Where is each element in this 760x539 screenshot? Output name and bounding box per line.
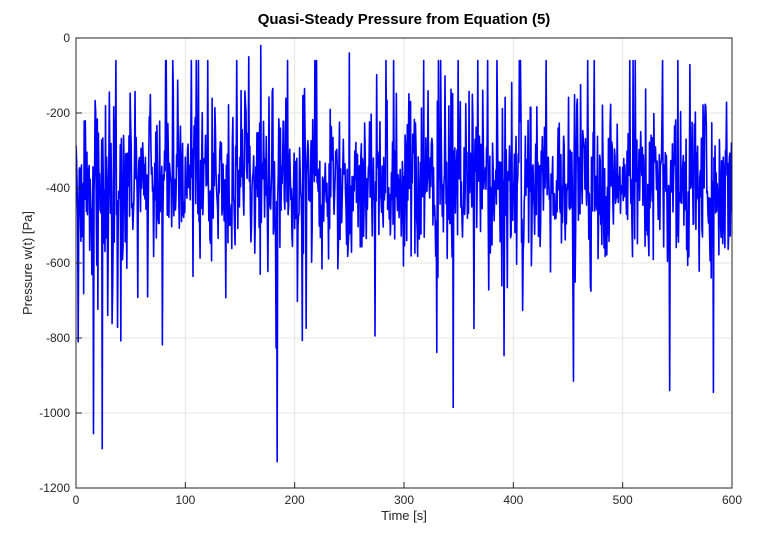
- chart-title: Quasi-Steady Pressure from Equation (5): [258, 11, 551, 28]
- y-tick-label: -200: [46, 106, 70, 120]
- x-tick-label: 100: [175, 493, 195, 507]
- y-tick-label: -600: [46, 256, 70, 270]
- y-tick-label: -1200: [39, 481, 70, 495]
- x-tick-label: 500: [613, 493, 633, 507]
- x-tick-label: 0: [73, 493, 80, 507]
- y-tick-label: -1000: [39, 406, 70, 420]
- x-axis: 0 100 200 300 400 500 600: [73, 482, 742, 507]
- x-tick-label: 300: [394, 493, 414, 507]
- y-tick-label: -400: [46, 181, 70, 195]
- x-axis-label: Time [s]: [381, 508, 427, 523]
- x-tick-label: 200: [285, 493, 305, 507]
- y-tick-label: -800: [46, 331, 70, 345]
- x-tick-label: 600: [722, 493, 742, 507]
- y-axis-label: Pressure w(t) [Pa]: [20, 211, 35, 315]
- pressure-series-line: [76, 44, 732, 463]
- data-series-group: [76, 44, 732, 463]
- y-axis: 0 -200 -400 -600 -800 -1000 -1200: [39, 31, 82, 495]
- x-tick-label: 400: [503, 493, 523, 507]
- y-tick-label: 0: [63, 31, 70, 45]
